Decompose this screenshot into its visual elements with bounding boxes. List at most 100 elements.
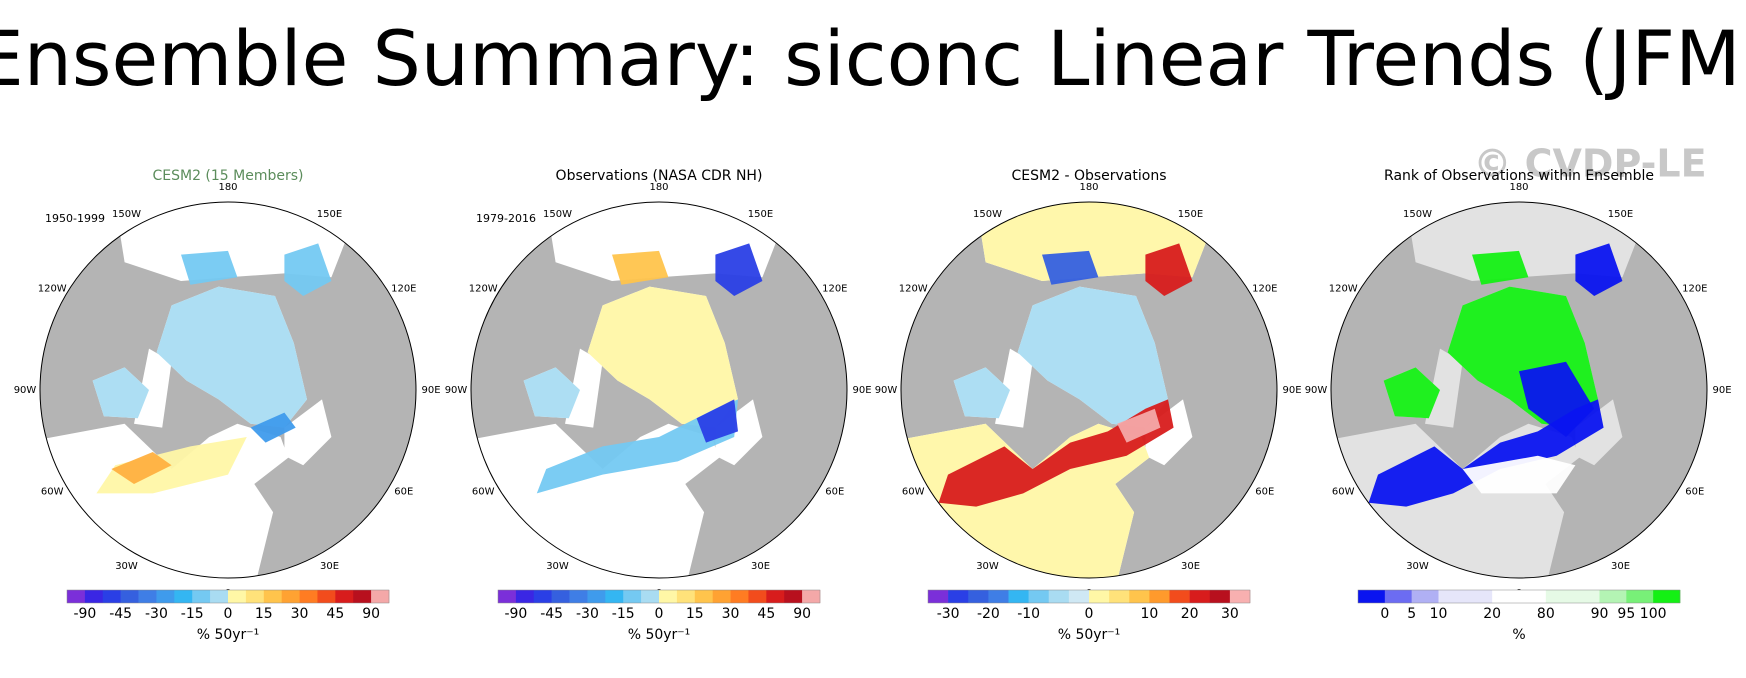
colorbar-box xyxy=(569,590,588,603)
colorbar-box xyxy=(1169,590,1190,603)
trend-region xyxy=(696,399,738,443)
trend-region xyxy=(901,423,1150,578)
trend-region xyxy=(715,243,763,296)
colorbar-box xyxy=(587,590,606,603)
colorbar-box xyxy=(102,590,121,603)
longitude-label: 150E xyxy=(1608,209,1633,220)
colorbar-label: 0 xyxy=(655,606,664,622)
longitude-label: 60E xyxy=(1255,487,1274,498)
colorbar-label: 15 xyxy=(255,606,273,622)
colorbar-box xyxy=(928,590,949,603)
trend-region xyxy=(1472,250,1529,285)
trend-region xyxy=(938,399,1174,507)
ocean xyxy=(995,348,1033,428)
longitude-label: 30E xyxy=(1611,561,1630,572)
longitude-label: 150W xyxy=(543,209,572,220)
colorbar-box xyxy=(1545,590,1573,603)
colorbar-label: -45 xyxy=(540,606,563,622)
panel-title: CESM2 (15 Members) xyxy=(152,168,303,184)
longitude-label: 150W xyxy=(112,209,141,220)
map-layers xyxy=(40,202,416,578)
longitude-label: 90W xyxy=(14,385,37,396)
colorbar-label: 90 xyxy=(1591,606,1609,622)
longitude-label: 180 xyxy=(1079,182,1098,193)
longitude-label: 90E xyxy=(421,385,440,396)
colorbar-box xyxy=(1028,590,1050,603)
colorbar-box xyxy=(192,590,211,603)
colorbar-frame xyxy=(927,589,1251,604)
longitude-label: 60W xyxy=(1332,487,1355,498)
trend-region xyxy=(953,367,1010,419)
colorbar-label: 100 xyxy=(1640,606,1667,622)
colorbar-box xyxy=(1465,590,1493,603)
longitude-label: 150W xyxy=(1403,209,1432,220)
map-border xyxy=(39,201,417,579)
colorbar-label: -90 xyxy=(73,606,96,622)
trend-region xyxy=(284,243,332,296)
longitude-label: 90W xyxy=(1305,385,1328,396)
longitude-label: 120E xyxy=(391,284,416,295)
colorbar-box xyxy=(335,590,354,603)
map-border xyxy=(900,201,1278,579)
longitude-label: 120E xyxy=(822,284,847,295)
colorbar-box xyxy=(1229,590,1251,603)
colorbar-box xyxy=(299,590,318,603)
colorbar-units: % 50yr⁻¹ xyxy=(1058,627,1121,643)
colorbar-label: 90 xyxy=(793,606,811,622)
colorbar-box xyxy=(1492,590,1520,603)
trend-region xyxy=(250,412,296,443)
colorbar-box xyxy=(245,590,265,603)
colorbar-label: 0 xyxy=(224,606,233,622)
longitude-label: 90E xyxy=(1712,385,1731,396)
colorbar-box xyxy=(1358,590,1386,603)
colorbar-label: 10 xyxy=(1430,606,1448,622)
colorbar-box xyxy=(988,590,1009,603)
colorbar-box xyxy=(515,590,535,603)
trend-region xyxy=(523,367,580,419)
polar-map: 030E60E90E120E150E180150W120W90W60W30W xyxy=(875,182,1302,599)
colorbar-box xyxy=(676,590,696,603)
colorbar-box xyxy=(533,590,552,603)
watermark: © CVDP-LE xyxy=(1473,142,1706,186)
trend-region xyxy=(536,399,738,494)
trend-region xyxy=(587,286,738,428)
colorbar-box xyxy=(784,590,803,603)
panel-title: Rank of Observations within Ensemble xyxy=(1384,168,1654,184)
trend-region xyxy=(612,250,669,285)
longitude-label: 120W xyxy=(469,284,498,295)
longitude-label: 30E xyxy=(320,561,339,572)
longitude-label: 60W xyxy=(902,487,925,498)
longitude-label: 90E xyxy=(852,385,871,396)
ocean xyxy=(565,348,603,428)
trend-region xyxy=(966,202,1212,281)
ocean xyxy=(1575,399,1623,466)
ocean xyxy=(1425,348,1463,428)
colorbar-box xyxy=(1572,590,1600,603)
colorbar-box xyxy=(641,590,660,603)
longitude-label: 60W xyxy=(472,487,495,498)
colorbar-box xyxy=(968,590,989,603)
colorbar-box xyxy=(659,590,678,603)
map-border xyxy=(1330,201,1708,579)
polar-map: 030E60E90E120E150E180150W120W90W60W30W xyxy=(445,182,872,599)
colorbar-box xyxy=(228,590,247,603)
colorbar-box xyxy=(138,590,157,603)
colorbar-label: 20 xyxy=(1483,606,1501,622)
colorbar-label: 10 xyxy=(1140,606,1158,622)
period-label: 1979-2016 xyxy=(476,212,536,225)
trend-region xyxy=(156,286,307,428)
colorbar-box xyxy=(1149,590,1170,603)
colorbar-label: -20 xyxy=(977,606,1000,622)
ocean xyxy=(1396,202,1642,281)
longitude-label: 120E xyxy=(1682,284,1707,295)
colorbar-box xyxy=(1626,590,1654,603)
colorbar-label: -30 xyxy=(576,606,599,622)
colorbar-box xyxy=(1089,590,1110,603)
colorbar-box xyxy=(1209,590,1231,603)
colorbar-box xyxy=(1129,590,1150,603)
trend-region xyxy=(1117,408,1161,443)
colorbar-box xyxy=(1653,590,1681,603)
longitude-label: 150E xyxy=(1178,209,1203,220)
colorbar-label: 5 xyxy=(1407,606,1416,622)
